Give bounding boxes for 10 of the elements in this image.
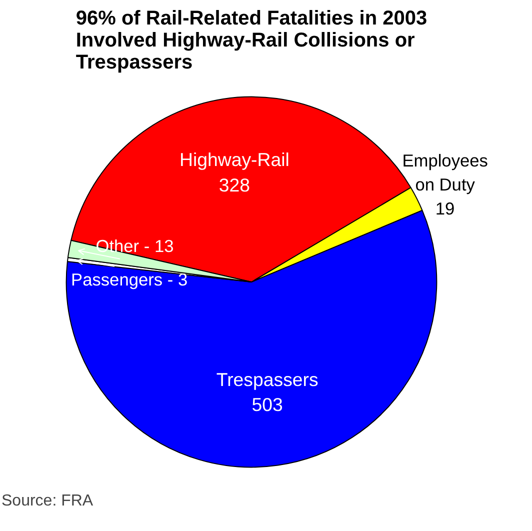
source-note: Source: FRA xyxy=(2,492,94,510)
data-label: 503 xyxy=(252,394,283,416)
data-label: 328 xyxy=(218,174,250,196)
slice-label: Trespassers xyxy=(216,368,318,390)
slice-label: Other - 13 xyxy=(96,236,174,256)
data-label: 19 xyxy=(435,198,455,219)
chart-title: 96% of Rail-Related Fatalities in 2003 Involved Highway-Rail Collisions or Trespassers xyxy=(76,8,428,74)
slice-label: Passengers - 3 xyxy=(71,269,188,290)
slice-label: Highway-Rail xyxy=(180,149,290,170)
slice-label: Employees on Duty xyxy=(402,150,488,195)
